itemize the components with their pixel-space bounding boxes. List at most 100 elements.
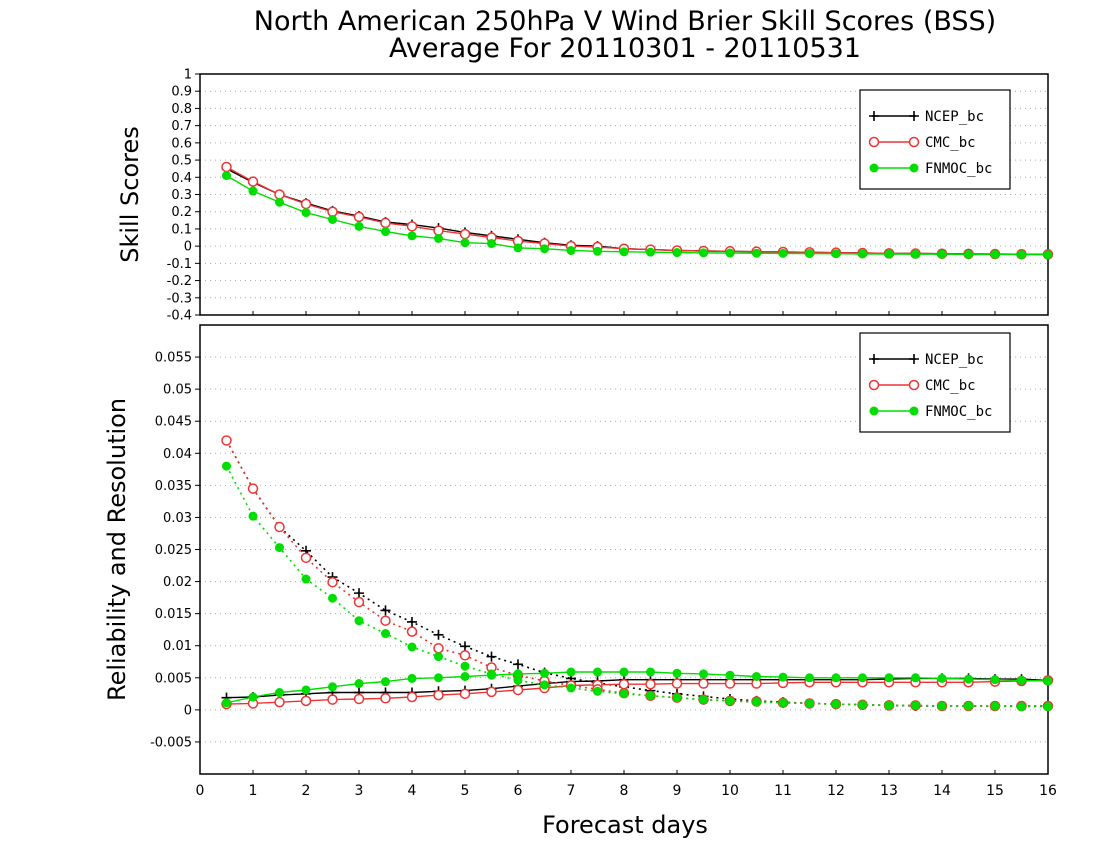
lower-fnmoc_bc-reliability-point-6 [381,629,390,639]
upper-cmc_bc-point-0 [221,161,232,173]
upper-ytick-label-12: -0.2 [167,274,192,289]
lower-fnmoc_bc-resolution-point-13 [566,667,576,677]
upper-fnmoc_bc-point-16 [646,247,655,257]
lower-legend-marker-ncep_bc-b [909,354,919,364]
upper-ytick-label-13: -0.3 [167,291,192,306]
upper-ytick-label-11: -0.1 [167,257,192,272]
lower-xtick-label-13: 13 [880,783,898,799]
lower-fnmoc_bc-resolution-point-5 [354,679,364,689]
upper-cmc_bc-point-7 [406,221,418,232]
lower-fnmoc_bc-resolution-point-15 [619,667,629,677]
upper-fnmoc_bc-point-7 [407,231,417,241]
upper-legend-marker-cmc_bc-b [908,136,920,148]
upper-fnmoc_bc-point-15 [619,247,629,257]
lower-cmc_bc-reliability-point-8 [433,643,444,654]
upper-ytick-label-1: 0.9 [171,85,192,100]
lower-fnmoc_bc-resolution-point-2 [275,688,284,698]
lower-ncep_bc-reliability-point-6 [380,605,391,616]
lower-ytick-label-9: 0.01 [163,639,192,654]
lower-cmc_bc-resolution-point-8 [433,689,444,701]
lower-xtick-label-12: 12 [827,783,845,799]
lower-fnmoc_bc-resolution-point-16 [646,667,655,677]
lower-fnmoc_bc-reliability-point-14 [593,686,602,696]
upper-cmc_bc-point-3 [300,198,312,210]
lower-fnmoc_bc-resolution-point-21 [778,672,788,682]
upper-cmc_bc-point-8 [433,225,444,236]
upper-fnmoc_bc-point-8 [434,233,443,243]
upper-ytick-label-2: 0.8 [171,102,192,117]
lower-xtick-label-1: 1 [249,783,258,799]
lower-fnmoc_bc-reliability-point-30 [1017,702,1026,712]
upper-fnmoc_bc-point-12 [540,244,549,254]
upper-fnmoc_bc-point-13 [566,245,576,255]
lower-fnmoc_bc-resolution-point-9 [460,672,470,682]
lower-fnmoc_bc-resolution-point-6 [381,677,390,687]
lower-fnmoc_bc-reliability-point-10 [487,669,496,679]
lower-fnmoc_bc-resolution-point-25 [884,673,894,683]
lower-legend-box [859,332,1011,433]
lower-fnmoc_bc-reliability-point-27 [937,701,947,711]
lower-fnmoc_bc-resolution-line [226,671,1049,704]
upper-fnmoc_bc-point-31 [1043,250,1053,260]
upper-fnmoc_bc-point-3 [301,208,311,218]
lower-fnmoc_bc-resolution-point-19 [725,670,735,680]
lower-fnmoc_bc-resolution-point-29 [990,675,1000,685]
lower-ncep_bc-reliability-point-5 [354,588,364,599]
upper-fnmoc_bc-point-18 [699,248,708,258]
upper-fnmoc_bc-point-23 [831,249,841,259]
lower-fnmoc_bc-reliability-point-5 [354,616,364,626]
lower-fnmoc_bc-resolution-point-14 [593,667,602,677]
upper-fnmoc_bc-point-11 [513,243,523,253]
lower-fnmoc_bc-reliability-point-24 [858,700,867,710]
lower-fnmoc_bc-reliability-point-25 [884,700,894,710]
lower-fnmoc_bc-resolution-point-30 [1017,675,1026,685]
lower-fnmoc_bc-resolution-point-0 [222,698,231,708]
upper-fnmoc_bc-point-29 [990,249,1000,259]
lower-fnmoc_bc-reliability-point-16 [646,691,655,701]
lower-fnmoc_bc-reliability-point-31 [1043,702,1053,712]
upper-cmc_bc-point-6 [380,217,391,229]
upper-ytick-label-3: 0.7 [171,119,192,134]
upper-fnmoc_bc-point-14 [593,246,602,256]
lower-ytick-label-7: 0.02 [163,575,192,590]
lower-ytick-label-5: 0.03 [163,511,192,526]
lower-fnmoc_bc-reliability-point-23 [831,699,841,709]
lower-fnmoc_bc-reliability-point-18 [699,695,708,705]
lower-fnmoc_bc-reliability-point-28 [964,701,973,711]
lower-ytick-label-10: 0.005 [155,671,192,686]
x-axis-label: Forecast days [542,811,708,839]
lower-xtick-label-14: 14 [933,783,951,799]
upper-legend-marker-ncep_bc-a [869,111,879,121]
lower-fnmoc_bc-reliability-point-13 [566,683,576,693]
lower-cmc_bc-reliability-point-6 [380,615,391,626]
upper-legend-label-cmc_bc: CMC_bc [925,135,976,151]
lower-cmc_bc-reliability-point-2 [274,521,285,533]
lower-cmc_bc-reliability-point-4 [327,576,338,588]
lower-cmc_bc-resolution-point-3 [300,695,312,707]
lower-fnmoc_bc-reliability-point-2 [275,543,284,553]
lower-fnmoc_bc-reliability-point-1 [248,511,258,521]
upper-cmc_bc-point-1 [247,176,259,187]
lower-xtick-label-9: 9 [673,783,682,799]
lower-fnmoc_bc-resolution-point-26 [911,673,920,683]
lower-fnmoc_bc-resolution-point-18 [699,669,708,679]
lower-fnmoc_bc-reliability-point-17 [672,693,682,703]
lower-cmc_bc-resolution-point-10 [486,686,497,698]
lower-cmc_bc-resolution-point-11 [512,684,524,696]
lower-cmc_bc-reliability-point-7 [406,626,418,637]
lower-legend-label-cmc_bc: CMC_bc [925,378,976,394]
upper-fnmoc_bc-point-17 [672,248,682,258]
upper-legend-marker-cmc_bc-a [868,136,880,148]
lower-xtick-label-15: 15 [986,783,1004,799]
upper-legend-marker-fnmoc_bc-b [909,163,919,173]
lower-xtick-label-0: 0 [196,783,205,799]
upper-fnmoc_bc-point-6 [381,227,390,237]
lower-fnmoc_bc-resolution-point-4 [328,682,337,692]
lower-fnmoc_bc-reliability-point-21 [778,698,788,708]
upper-ytick-label-10: 0 [184,240,192,255]
lower-ytick-label-11: 0 [184,703,192,718]
lower-cmc_bc-resolution-point-16 [645,678,656,690]
lower-ncep_bc-reliability-point-9 [460,641,470,652]
lower-legend-label-ncep_bc: NCEP_bc [925,352,984,368]
